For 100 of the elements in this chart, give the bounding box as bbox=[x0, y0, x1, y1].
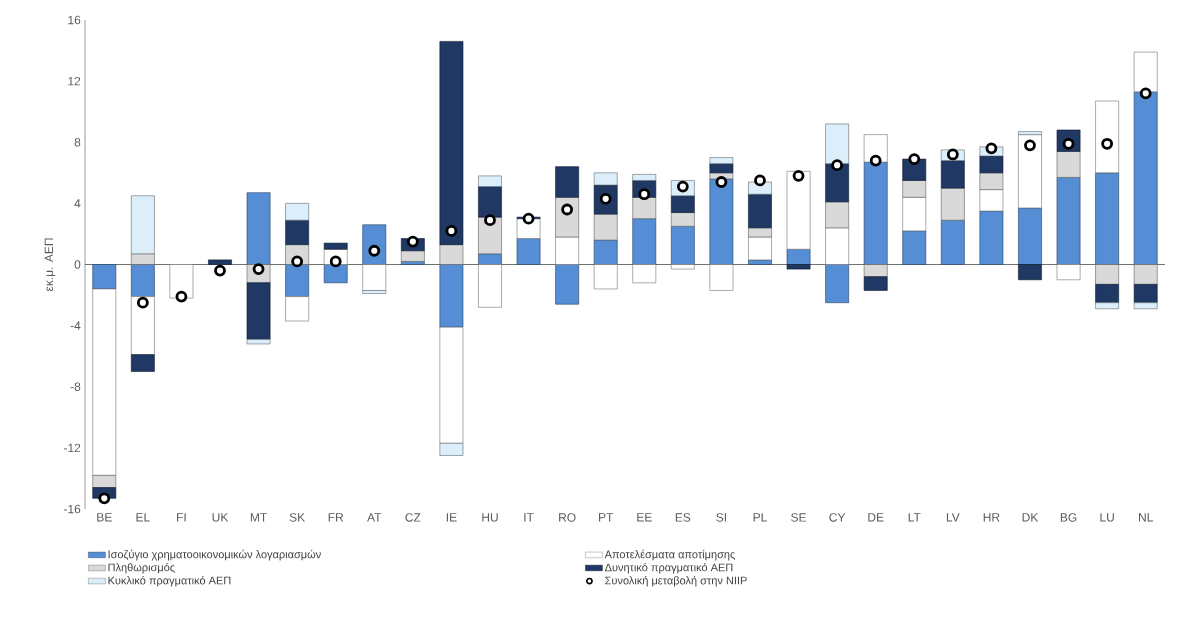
bar bbox=[1095, 302, 1119, 310]
bar bbox=[786, 170, 811, 250]
bar bbox=[709, 264, 734, 291]
legend-label: Πληθωρισμός bbox=[108, 562, 175, 574]
bar bbox=[902, 180, 927, 198]
x-tick-label: CY bbox=[829, 513, 846, 522]
bar bbox=[246, 339, 271, 345]
bar bbox=[709, 178, 734, 265]
bar bbox=[825, 163, 849, 203]
bar bbox=[940, 219, 965, 265]
bar bbox=[439, 326, 464, 444]
point bbox=[599, 192, 612, 205]
point bbox=[946, 148, 959, 161]
point bbox=[214, 264, 226, 277]
bar bbox=[940, 187, 965, 221]
bar bbox=[130, 296, 155, 355]
y-axis-title: εκ.μ. ΑΕΠ bbox=[44, 238, 56, 292]
point bbox=[98, 492, 111, 505]
bar bbox=[1018, 134, 1042, 209]
bar bbox=[92, 475, 117, 488]
point bbox=[252, 263, 265, 275]
bar bbox=[979, 155, 1004, 174]
legend-label: Δυνητικό πραγματικό ΑΕΠ bbox=[604, 562, 733, 574]
bar bbox=[709, 157, 734, 164]
point bbox=[638, 188, 651, 201]
x-tick-label: CZ bbox=[405, 513, 421, 522]
bar bbox=[902, 230, 927, 265]
point bbox=[869, 154, 882, 167]
bar bbox=[1133, 302, 1158, 310]
x-tick-label: ES bbox=[675, 513, 691, 522]
point bbox=[136, 296, 149, 309]
bar bbox=[1095, 100, 1119, 174]
x-tick-label: EE bbox=[637, 513, 652, 522]
bar bbox=[1056, 151, 1081, 178]
point bbox=[715, 176, 728, 188]
bar bbox=[400, 250, 425, 262]
legend-label: Αποτελέσματα αποτίμησης bbox=[604, 549, 735, 561]
point bbox=[522, 212, 535, 225]
bar bbox=[979, 172, 1004, 190]
bar bbox=[593, 239, 618, 265]
bar bbox=[825, 123, 849, 164]
y-tick-label: 4 bbox=[74, 199, 81, 208]
y-tick-label: 12 bbox=[68, 76, 81, 86]
x-tick-label: LU bbox=[1100, 513, 1114, 522]
x-tick-label: DK bbox=[1022, 513, 1039, 522]
bar bbox=[632, 174, 657, 181]
point bbox=[291, 255, 304, 268]
bar bbox=[439, 442, 464, 456]
bar bbox=[902, 196, 927, 232]
x-tick-label: LV bbox=[946, 513, 960, 522]
x-tick-label: PT bbox=[599, 513, 614, 522]
bar bbox=[285, 296, 310, 322]
x-tick-label: SI bbox=[716, 513, 726, 522]
bar bbox=[593, 264, 618, 290]
bar bbox=[478, 175, 502, 187]
bar bbox=[632, 196, 657, 219]
bar bbox=[555, 264, 579, 305]
bar bbox=[285, 203, 310, 221]
bar bbox=[670, 212, 695, 227]
bar bbox=[1095, 264, 1119, 285]
point bbox=[1062, 137, 1075, 150]
bar bbox=[362, 264, 387, 291]
bar bbox=[825, 201, 849, 229]
bar bbox=[285, 264, 310, 297]
point bbox=[368, 244, 381, 257]
point bbox=[406, 235, 419, 248]
bar bbox=[1133, 284, 1158, 303]
x-tick-label: RO bbox=[559, 513, 576, 522]
bar bbox=[632, 264, 657, 284]
bar bbox=[670, 195, 695, 213]
x-tick-label: IT bbox=[524, 513, 534, 522]
y-tick-label: 8 bbox=[74, 138, 81, 147]
bar bbox=[593, 172, 618, 186]
y-tick-label: -4 bbox=[70, 321, 81, 330]
bar bbox=[478, 253, 502, 265]
x-tick-label: HU bbox=[482, 513, 498, 522]
bar bbox=[323, 242, 348, 250]
x-tick-label: SK bbox=[289, 513, 306, 522]
bar bbox=[516, 238, 541, 265]
x-tick-label: HR bbox=[983, 513, 1000, 522]
x-tick-label: BE bbox=[97, 513, 112, 522]
x-tick-label: EL bbox=[136, 513, 150, 522]
bar bbox=[979, 210, 1004, 265]
bar bbox=[439, 264, 464, 328]
bar bbox=[439, 244, 464, 265]
point bbox=[676, 180, 689, 193]
bar bbox=[1095, 284, 1119, 303]
bar bbox=[130, 264, 155, 297]
bar bbox=[323, 264, 348, 284]
point bbox=[329, 255, 342, 268]
bar bbox=[670, 226, 695, 265]
bar bbox=[1133, 264, 1158, 285]
x-tick-label: MT bbox=[250, 513, 267, 522]
bar bbox=[863, 264, 888, 278]
bar bbox=[748, 193, 772, 229]
x-tick-label: FI bbox=[177, 513, 186, 522]
bar bbox=[555, 236, 579, 265]
x-tick-label: IE bbox=[446, 513, 457, 522]
legend-label: Ισοζύγιο χρηματοοικονομικών λογαριασμών bbox=[108, 549, 321, 561]
bar bbox=[979, 189, 1004, 212]
